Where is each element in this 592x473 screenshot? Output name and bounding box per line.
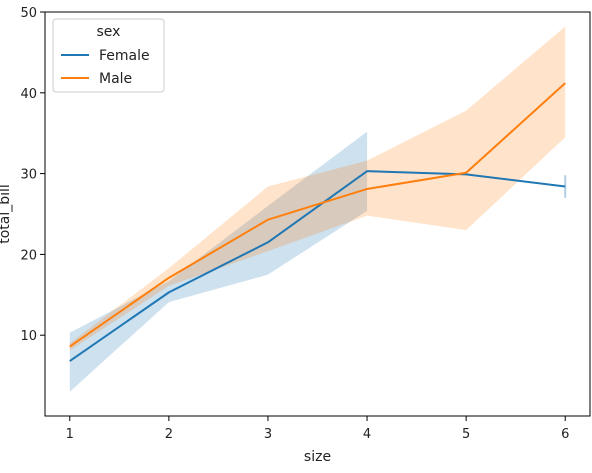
legend-label-male: Male (99, 71, 132, 87)
x-tick-label-2: 2 (165, 427, 173, 442)
y-tick-label-50: 50 (20, 6, 37, 21)
x-tick-label-1: 1 (66, 427, 74, 442)
series-line-female (69, 170, 566, 362)
x-axis: 1 2 3 4 5 6 (66, 416, 569, 442)
plot-frame (44, 11, 591, 417)
x-tick-label-6: 6 (561, 427, 569, 442)
legend-label-female: Female (99, 48, 150, 64)
series-lines (69, 82, 566, 362)
ci-band-male-0 (69, 26, 566, 351)
y-tick-label-10: 10 (20, 329, 37, 344)
legend-box (52, 18, 165, 93)
y-axis-label: total_bill (0, 184, 13, 244)
x-tick-label-4: 4 (363, 427, 371, 442)
y-tick-label-20: 20 (20, 248, 37, 263)
y-tick-label-40: 40 (20, 87, 37, 102)
ci-band-female-0 (69, 131, 368, 392)
series-line-male (69, 82, 566, 348)
y-tick-label-30: 30 (20, 168, 37, 183)
legend-items: Female Male (61, 48, 150, 87)
x-axis-label: size (304, 449, 331, 465)
legend-title: sex (97, 24, 121, 40)
x-tick-label-5: 5 (462, 427, 470, 442)
legend: sex Female Male (52, 18, 165, 93)
y-axis: 10 20 30 40 50 (20, 6, 45, 344)
x-tick-label-3: 3 (264, 427, 272, 442)
